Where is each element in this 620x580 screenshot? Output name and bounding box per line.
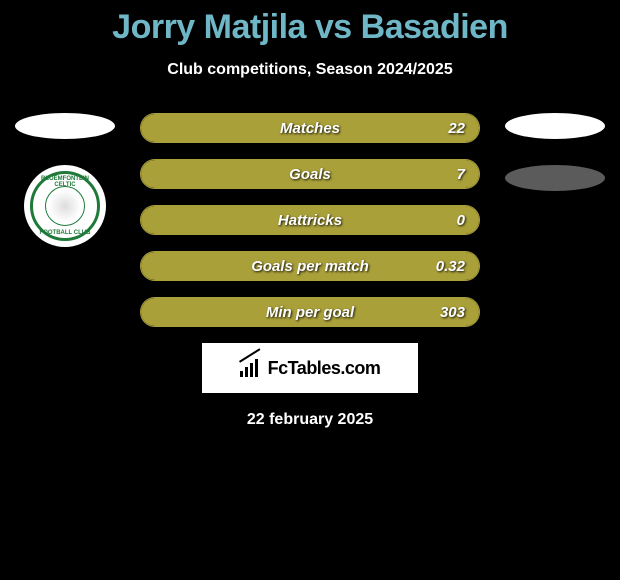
club-badge-text-bottom: FOOTBALL CLUB — [33, 230, 97, 236]
player-avatar-right-2 — [505, 165, 605, 191]
stat-label: Hattricks — [141, 206, 479, 234]
club-badge-text-top: BLOEMFONTEIN CELTIC — [33, 176, 97, 188]
stat-value: 7 — [457, 160, 465, 188]
stat-value: 0 — [457, 206, 465, 234]
stat-row-goals-per-match: Goals per match 0.32 — [140, 251, 480, 281]
page-title: Jorry Matjila vs Basadien — [0, 0, 620, 47]
club-badge-left: BLOEMFONTEIN CELTIC FOOTBALL CLUB — [24, 165, 106, 247]
stat-bars: Matches 22 Goals 7 Hattricks 0 Goals per… — [140, 113, 480, 327]
stat-label: Min per goal — [141, 298, 479, 326]
stat-row-goals: Goals 7 — [140, 159, 480, 189]
comparison-panel: BLOEMFONTEIN CELTIC FOOTBALL CLUB Matche… — [0, 113, 620, 327]
player-avatar-left — [15, 113, 115, 139]
date-label: 22 february 2025 — [0, 411, 620, 429]
stat-value: 303 — [440, 298, 465, 326]
stat-row-min-per-goal: Min per goal 303 — [140, 297, 480, 327]
stat-row-matches: Matches 22 — [140, 113, 480, 143]
stat-label: Goals — [141, 160, 479, 188]
stat-label: Matches — [141, 114, 479, 142]
brand-text: FcTables.com — [268, 358, 381, 379]
left-player-column: BLOEMFONTEIN CELTIC FOOTBALL CLUB — [10, 113, 120, 247]
stat-label: Goals per match — [141, 252, 479, 280]
right-player-column — [500, 113, 610, 191]
brand-chart-icon — [240, 359, 262, 377]
stat-row-hattricks: Hattricks 0 — [140, 205, 480, 235]
stat-value: 22 — [448, 114, 465, 142]
club-badge-ring: BLOEMFONTEIN CELTIC FOOTBALL CLUB — [30, 171, 100, 241]
subtitle: Club competitions, Season 2024/2025 — [0, 61, 620, 79]
club-badge-center-icon — [45, 186, 85, 226]
player-avatar-right-1 — [505, 113, 605, 139]
stat-value: 0.32 — [436, 252, 465, 280]
brand-box[interactable]: FcTables.com — [202, 343, 418, 393]
